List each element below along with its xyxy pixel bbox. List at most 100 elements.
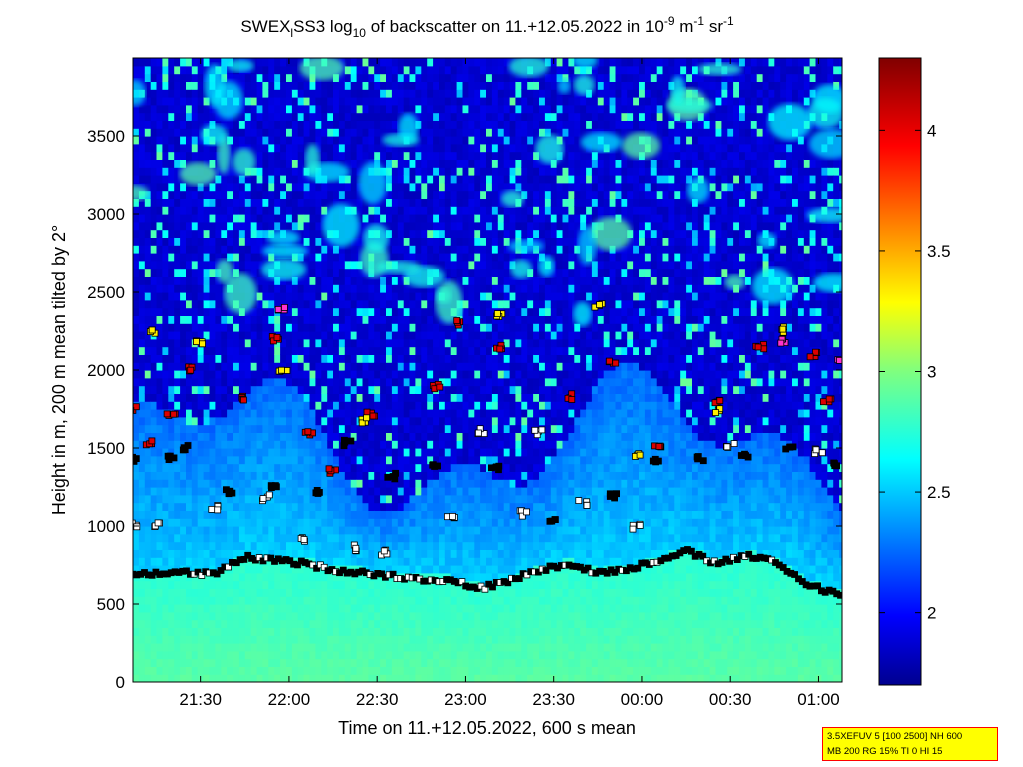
heatmap-cell (433, 58, 440, 67)
heatmap-cell (180, 136, 187, 145)
heatmap-cell (168, 292, 175, 301)
heatmap-cell (450, 260, 458, 270)
heatmap-cell (486, 440, 493, 449)
heatmap-cell (150, 198, 158, 207)
heatmap-cell (168, 518, 175, 527)
heatmap-cell (456, 650, 464, 660)
heatmap-cell (480, 674, 487, 682)
heatmap-cell (456, 448, 464, 457)
heatmap-cell (415, 315, 422, 324)
heatmap-cell (156, 627, 163, 636)
heatmap-cell (444, 557, 452, 566)
heatmap-cell (397, 463, 405, 472)
heatmap-cell (274, 596, 281, 605)
heatmap-cell (174, 354, 181, 363)
heatmap-cell (191, 284, 199, 293)
heatmap-cell (480, 299, 487, 309)
heatmap-cell (256, 97, 264, 106)
heatmap-cell (439, 549, 446, 558)
heatmap-cell (262, 221, 269, 231)
heatmap-cell (450, 479, 458, 488)
chart-title: SWEXlSS3 log10 of backscatter on 11.+12.… (240, 14, 734, 40)
heatmap-cell (162, 245, 169, 254)
heatmap-cell (480, 260, 487, 270)
heatmap-cell (350, 604, 358, 613)
heatmap-cell (209, 370, 216, 379)
heatmap-cell (309, 136, 316, 145)
heatmap-cell (238, 229, 246, 238)
heatmap-cell (191, 315, 199, 324)
heatmap-cell (291, 338, 299, 348)
heatmap-cell (350, 354, 358, 363)
heatmap-cell (450, 128, 458, 137)
heatmap-cell (244, 635, 252, 644)
heatmap-cell (380, 315, 387, 324)
heatmap-cell (168, 198, 175, 207)
heatmap-cell (462, 432, 469, 441)
heatmap-cell (333, 81, 340, 90)
heatmap-cell (138, 611, 146, 621)
heatmap-cell (462, 424, 469, 433)
heatmap-cell (350, 635, 358, 644)
heatmap-cell (156, 650, 163, 660)
heatmap-cell (462, 471, 469, 480)
heatmap-cell (356, 338, 364, 348)
heatmap-cell (415, 604, 422, 613)
heatmap-cell (286, 104, 293, 114)
heatmap-cell (327, 518, 334, 527)
heatmap-cell (486, 237, 493, 246)
heatmap-cell (150, 229, 158, 238)
heatmap-cell (368, 526, 375, 535)
heatmap-cell (227, 619, 234, 628)
heatmap-cell (497, 572, 505, 582)
heatmap-cell (350, 416, 358, 426)
heatmap-cell (486, 572, 493, 582)
heatmap-cell (197, 97, 205, 106)
heatmap-cell (338, 487, 346, 496)
heatmap-cell (138, 65, 146, 75)
heatmap-cell (227, 471, 234, 480)
heatmap-cell (356, 292, 364, 301)
heatmap-cell (491, 424, 499, 433)
heatmap-cell (327, 104, 334, 114)
heatmap-cell (215, 432, 222, 441)
heatmap-cell (233, 611, 240, 621)
heatmap-cell (309, 307, 316, 316)
heatmap-cell (280, 650, 287, 660)
heatmap-cell (186, 104, 193, 114)
heatmap-cell (474, 214, 481, 223)
heatmap-cell (462, 619, 469, 628)
heatmap-cell (256, 596, 264, 605)
heatmap-cell (409, 338, 416, 348)
heatmap-cell (474, 128, 481, 137)
heatmap-cell (309, 635, 316, 644)
heatmap-cell (374, 494, 381, 504)
heatmap-cell (309, 260, 316, 270)
heatmap-cell (427, 237, 434, 246)
heatmap-cell (291, 541, 299, 550)
heatmap-cell (403, 299, 411, 309)
heatmap-cell (397, 276, 405, 285)
heatmap-cell (421, 666, 428, 675)
heatmap-cell (215, 276, 222, 285)
heatmap-cell (286, 619, 293, 628)
heatmap-cell (197, 315, 205, 324)
heatmap-cell (191, 299, 199, 309)
heatmap-cell (327, 151, 334, 160)
heatmap-cell (368, 533, 375, 543)
heatmap-cell (391, 494, 399, 504)
heatmap-cell (133, 494, 140, 504)
heatmap-cell (368, 81, 375, 90)
heatmap-cell (233, 424, 240, 433)
heatmap-cell (486, 198, 493, 207)
heatmap-cell (415, 377, 422, 387)
heatmap-cell (321, 182, 328, 192)
heatmap-cell (362, 214, 369, 223)
heatmap-cell (486, 666, 493, 675)
heatmap-cell (338, 182, 346, 192)
heatmap-cell (180, 650, 187, 660)
heatmap-cell (491, 315, 499, 324)
heatmap-cell (491, 260, 499, 270)
heatmap-cell (180, 198, 187, 207)
heatmap-cell (227, 463, 234, 472)
